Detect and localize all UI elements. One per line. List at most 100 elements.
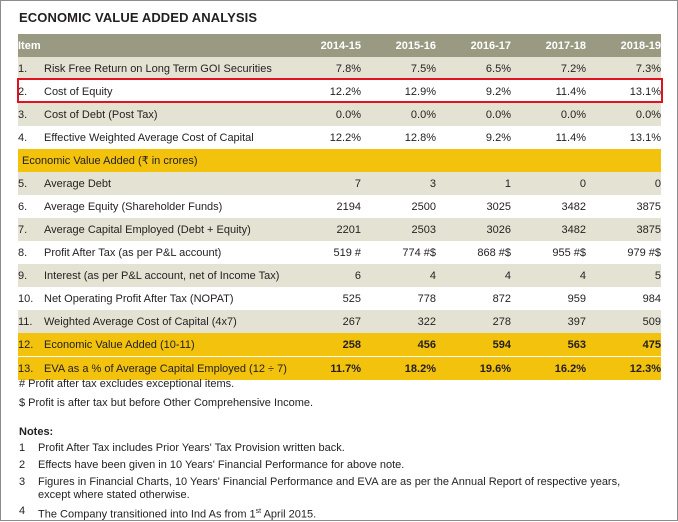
row-label: Average Capital Employed (Debt + Equity) (44, 218, 286, 241)
row-value: 12.8% (361, 126, 436, 149)
row-value: 3482 (511, 218, 586, 241)
table-row: 1. Risk Free Return on Long Term GOI Sec… (18, 57, 661, 80)
row-value: 563 (511, 333, 586, 357)
row-value: 258 (286, 333, 361, 357)
row-label: Interest (as per P&L account, net of Inc… (44, 264, 286, 287)
note-text-before: The Company transitioned into Ind As fro… (38, 508, 256, 521)
row-value: 13.1% (586, 80, 661, 103)
row-number: 2. (18, 80, 44, 103)
row-label: EVA as a % of Average Capital Employed (… (44, 356, 287, 380)
row-value: 12.2% (286, 80, 361, 103)
row-value: 4 (436, 264, 511, 287)
row-value: 2500 (361, 195, 436, 218)
row-value: 955 #$ (511, 241, 586, 264)
eva-table: Item 2014-15 2015-16 2016-17 2017-18 201… (18, 34, 661, 380)
row-label: Economic Value Added (10-11) (44, 333, 286, 357)
row-value: 984 (586, 287, 661, 310)
table-row: 6. Average Equity (Shareholder Funds) 21… (18, 195, 661, 218)
row-value: 979 #$ (586, 241, 661, 264)
table-row: 5. Average Debt 7 3 1 0 0 (18, 172, 661, 195)
row-value: 3 (361, 172, 436, 195)
row-value: 13.1% (586, 126, 661, 149)
row-value: 868 #$ (436, 241, 511, 264)
row-value: 519 # (286, 241, 361, 264)
row-label: Profit After Tax (as per P&L account) (44, 241, 286, 264)
row-value: 525 (286, 287, 361, 310)
row-number: 6. (18, 195, 44, 218)
header-item: Item (18, 34, 286, 57)
table-row: 10. Net Operating Profit After Tax (NOPA… (18, 287, 661, 310)
row-value: 0 (511, 172, 586, 195)
row-number: 4. (18, 126, 44, 149)
note-number: 4 (19, 505, 26, 517)
row-number: 7. (18, 218, 44, 241)
row-value: 9.2% (436, 80, 511, 103)
row-value: 872 (436, 287, 511, 310)
row-value: 267 (286, 310, 361, 333)
note-number: 1 (19, 442, 26, 454)
row-value: 509 (586, 310, 661, 333)
row-value: 6.5% (436, 57, 511, 80)
row-value: 3482 (511, 195, 586, 218)
row-value: 7.2% (511, 57, 586, 80)
row-value: 11.4% (511, 126, 586, 149)
note-text: The Company transitioned into Ind As fro… (38, 505, 648, 522)
row-number: 11. (18, 310, 44, 333)
row-value: 3026 (436, 218, 511, 241)
row-number: 13. (18, 356, 44, 380)
row-value: 2503 (361, 218, 436, 241)
row-value: 278 (436, 310, 511, 333)
table-row-total: 12. Economic Value Added (10-11) 258 456… (18, 333, 661, 357)
row-value: 0 (586, 172, 661, 195)
row-value: 7.5% (361, 57, 436, 80)
row-number: 9. (18, 264, 44, 287)
row-value: 18.2% (361, 356, 436, 380)
row-number: 3. (18, 103, 44, 126)
footnote-dollar: $ Profit is after tax but before Other C… (19, 397, 314, 409)
row-value: 0.0% (586, 103, 661, 126)
row-value: 0.0% (286, 103, 361, 126)
note-text: Effects have been given in 10 Years' Fin… (38, 459, 405, 471)
row-label: Average Debt (44, 172, 286, 195)
row-value: 3025 (436, 195, 511, 218)
row-label: Average Equity (Shareholder Funds) (44, 195, 286, 218)
row-value: 2201 (286, 218, 361, 241)
row-value: 397 (511, 310, 586, 333)
row-value: 774 #$ (361, 241, 436, 264)
table-row: 9. Interest (as per P&L account, net of … (18, 264, 661, 287)
row-value: 12.2% (286, 126, 361, 149)
row-value: 4 (511, 264, 586, 287)
row-value: 7.8% (286, 57, 361, 80)
row-value: 6 (286, 264, 361, 287)
row-label: Cost of Equity (44, 80, 286, 103)
row-value: 0.0% (361, 103, 436, 126)
row-number: 5. (18, 172, 44, 195)
table-row-total: 13. EVA as a % of Average Capital Employ… (18, 356, 661, 380)
row-value: 12.3% (586, 356, 661, 380)
section-label: Economic Value Added (₹ in crores) (18, 149, 661, 172)
row-value: 3875 (586, 195, 661, 218)
row-value: 2194 (286, 195, 361, 218)
row-value: 9.2% (436, 126, 511, 149)
footnote-hash: # Profit after tax excludes exceptional … (19, 378, 235, 390)
table-row: 3. Cost of Debt (Post Tax) 0.0% 0.0% 0.0… (18, 103, 661, 126)
note-superscript: st (255, 508, 262, 515)
row-label: Weighted Average Cost of Capital (4x7) (44, 310, 286, 333)
note-text: Profit After Tax includes Prior Years' T… (38, 442, 345, 454)
note-text-after: April 2015. (261, 508, 317, 521)
table-row: 4. Effective Weighted Average Cost of Ca… (18, 126, 661, 149)
section-header-row: Economic Value Added (₹ in crores) (18, 149, 661, 172)
header-year: 2015-16 (361, 34, 436, 57)
row-value: 5 (586, 264, 661, 287)
row-value: 11.7% (286, 356, 361, 380)
row-value: 778 (361, 287, 436, 310)
row-value: 12.9% (361, 80, 436, 103)
note-number: 3 (19, 476, 26, 488)
row-number: 1. (18, 57, 44, 80)
row-number: 8. (18, 241, 44, 264)
notes-title: Notes: (19, 426, 54, 438)
row-label: Risk Free Return on Long Term GOI Securi… (44, 57, 286, 80)
row-value: 4 (361, 264, 436, 287)
row-value: 456 (361, 333, 436, 357)
